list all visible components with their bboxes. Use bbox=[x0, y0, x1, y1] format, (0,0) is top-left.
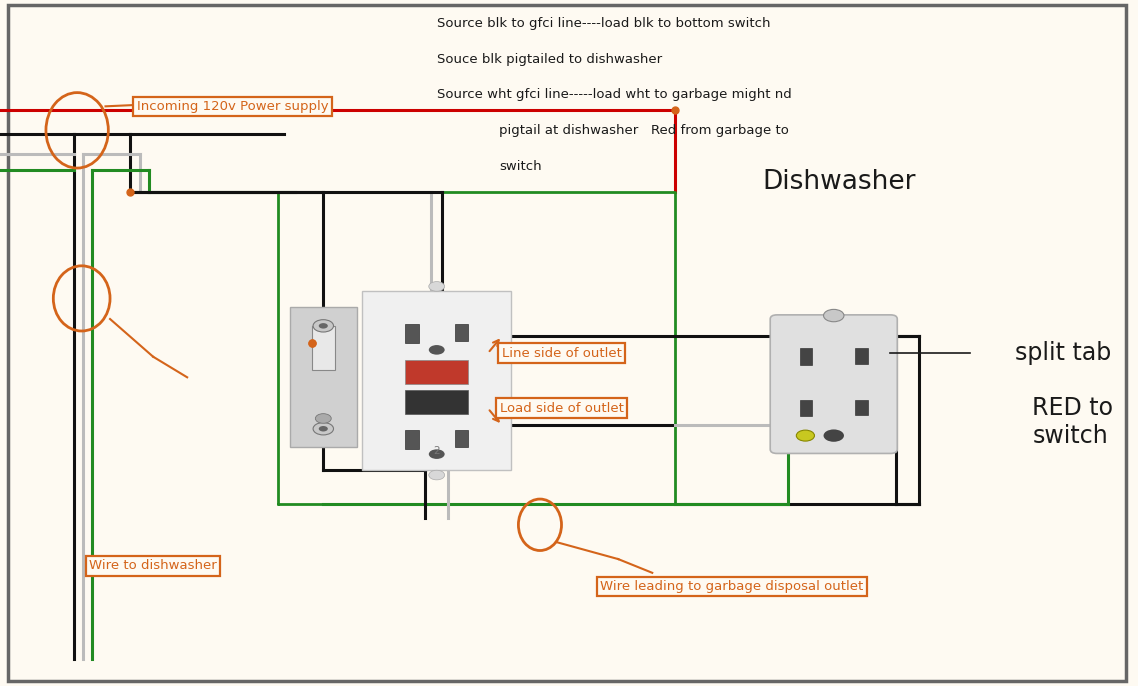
Text: 2: 2 bbox=[434, 447, 440, 456]
Bar bbox=[405, 360, 469, 384]
Bar bbox=[312, 326, 335, 370]
Circle shape bbox=[315, 414, 331, 423]
Text: Dishwasher: Dishwasher bbox=[762, 169, 916, 195]
Text: Souce blk pigtailed to dishwasher: Souce blk pigtailed to dishwasher bbox=[437, 53, 662, 66]
Bar bbox=[405, 324, 419, 343]
Circle shape bbox=[797, 430, 815, 441]
Text: Wire to dishwasher: Wire to dishwasher bbox=[89, 560, 217, 572]
FancyBboxPatch shape bbox=[290, 307, 356, 447]
Bar bbox=[455, 430, 469, 447]
Circle shape bbox=[429, 471, 445, 480]
Circle shape bbox=[429, 281, 445, 291]
FancyBboxPatch shape bbox=[770, 315, 897, 453]
Text: Line side of outlet: Line side of outlet bbox=[502, 347, 621, 359]
Bar bbox=[455, 324, 469, 341]
Text: Load side of outlet: Load side of outlet bbox=[500, 402, 624, 414]
Bar bbox=[405, 430, 419, 449]
Bar bbox=[800, 400, 813, 416]
Circle shape bbox=[313, 423, 333, 435]
Text: switch: switch bbox=[500, 160, 542, 173]
Circle shape bbox=[319, 323, 328, 329]
Circle shape bbox=[429, 345, 445, 355]
Circle shape bbox=[319, 426, 328, 431]
Text: Source blk to gfci line----load blk to bottom switch: Source blk to gfci line----load blk to b… bbox=[437, 17, 770, 30]
Text: pigtail at dishwasher   Red from garbage to: pigtail at dishwasher Red from garbage t… bbox=[500, 124, 789, 137]
Circle shape bbox=[824, 309, 844, 322]
Text: split tab: split tab bbox=[1015, 342, 1112, 365]
Circle shape bbox=[824, 429, 844, 442]
Circle shape bbox=[313, 320, 333, 332]
Bar bbox=[856, 348, 868, 364]
Bar bbox=[405, 390, 469, 414]
FancyBboxPatch shape bbox=[362, 291, 511, 471]
Circle shape bbox=[429, 449, 445, 459]
Bar bbox=[800, 348, 813, 365]
Text: Incoming 120v Power supply: Incoming 120v Power supply bbox=[137, 100, 329, 113]
Text: RED to
switch: RED to switch bbox=[1032, 396, 1113, 448]
Text: Source wht gfci line-----load wht to garbage might nd: Source wht gfci line-----load wht to gar… bbox=[437, 88, 791, 102]
Text: Wire leading to garbage disposal outlet: Wire leading to garbage disposal outlet bbox=[600, 580, 864, 593]
Bar bbox=[856, 400, 868, 415]
